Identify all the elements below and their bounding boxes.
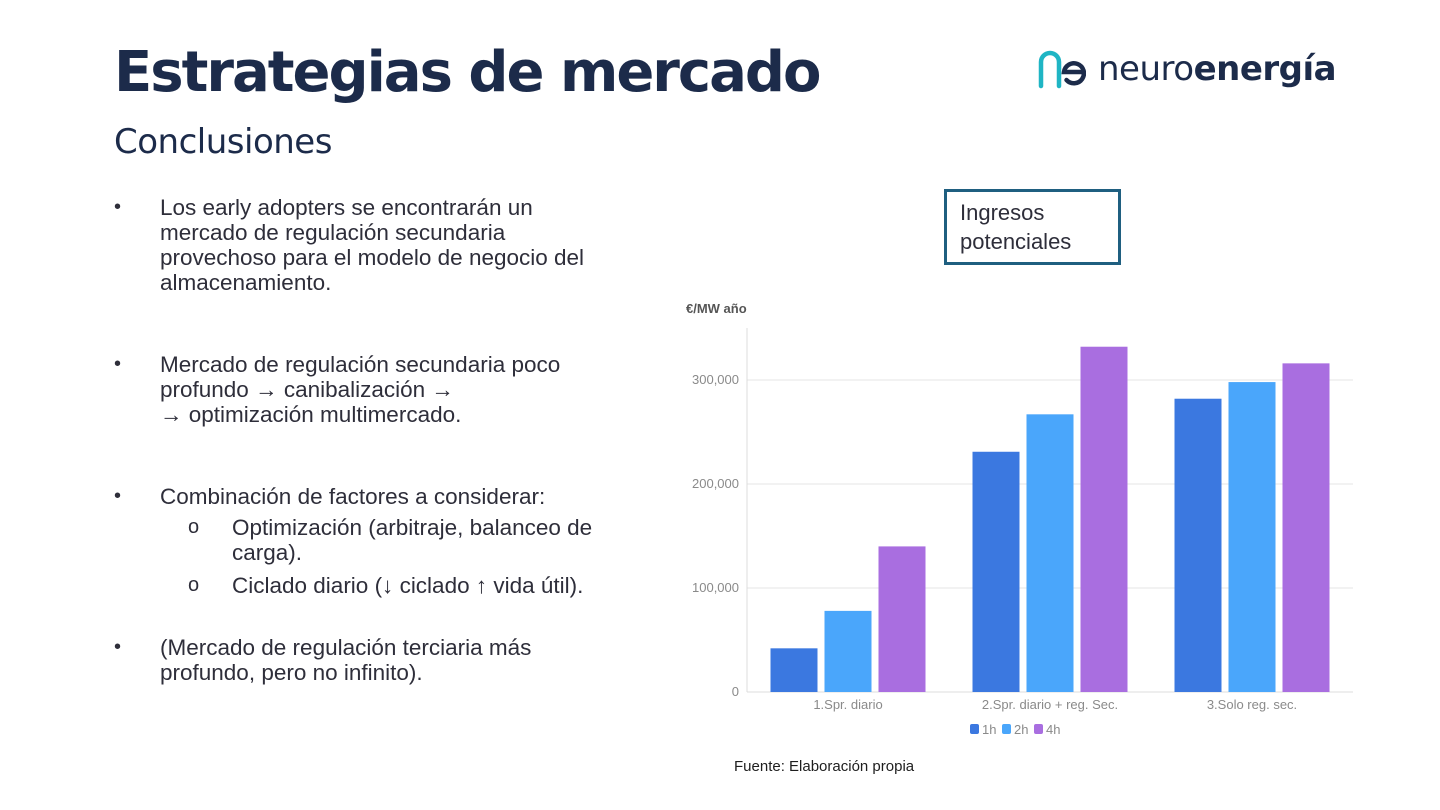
y-tick-label: 100,000 xyxy=(692,580,739,595)
bullet-line: profundo → canibalización → xyxy=(160,377,454,402)
bar-1h-2 xyxy=(972,451,1020,692)
conclusions-list: Los early adopters se encontrarán un mer… xyxy=(114,195,624,685)
bullet-line: → optimización multimercado. xyxy=(160,402,462,427)
bullet-text: Combinación de factores a considerar: xyxy=(160,484,546,509)
callout-box: Ingresos potenciales xyxy=(944,189,1121,265)
bar-4h-3 xyxy=(1282,363,1330,692)
sub-bullet-item: Optimización (arbitraje, balanceo de car… xyxy=(160,515,624,565)
logo-mark-icon xyxy=(1038,50,1086,89)
bar-1h-1 xyxy=(770,648,818,692)
bar-2h-1 xyxy=(824,610,872,692)
bar-1h-3 xyxy=(1174,398,1222,692)
bullet-item: Los early adopters se encontrarán un mer… xyxy=(114,195,624,295)
x-tick-label: 1.Spr. diario xyxy=(813,697,882,712)
bullet-item: Mercado de regulación secundaria poco pr… xyxy=(114,352,624,427)
callout-line: Ingresos xyxy=(960,200,1045,225)
bar-2h-2 xyxy=(1026,414,1074,692)
x-tick-label: 2.Spr. diario + reg. Sec. xyxy=(982,697,1118,712)
y-tick-label: 300,000 xyxy=(692,372,739,387)
source-note: Fuente: Elaboración propia xyxy=(734,758,915,775)
callout-line: potenciales xyxy=(960,229,1072,254)
legend-label-2h: 2h xyxy=(1014,722,1028,737)
bullet-text: (Mercado de regulación terciaria más pro… xyxy=(160,635,532,685)
logo-text-light: neuro xyxy=(1098,49,1194,89)
legend-swatch-4h xyxy=(1034,724,1043,734)
bullet-item: Combinación de factores a considerar: Op… xyxy=(114,484,624,598)
logo-wordmark: neuroenergía xyxy=(1098,49,1337,89)
legend-swatch-2h xyxy=(1002,724,1011,734)
x-tick-label: 3.Solo reg. sec. xyxy=(1207,697,1297,712)
legend-label-4h: 4h xyxy=(1046,722,1060,737)
bullet-line: Mercado de regulación secundaria poco xyxy=(160,352,561,377)
logo-text-bold: energía xyxy=(1193,49,1337,89)
revenue-bar-chart: €/MW año 0 100,000 200,000 300,000 1.Spr. dia… xyxy=(686,301,1353,737)
legend-swatch-1h xyxy=(970,724,979,734)
y-unit-label: €/MW año xyxy=(686,301,747,316)
sub-bullet-item: Ciclado diario (↓ ciclado ↑ vida útil). xyxy=(160,573,624,598)
legend-label-1h: 1h xyxy=(982,722,996,737)
bullet-text: Los early adopters se encontrarán un mer… xyxy=(160,195,585,295)
slide-subtitle: Conclusiones xyxy=(114,122,332,162)
bar-4h-1 xyxy=(878,546,926,692)
company-logo: neuroenergía xyxy=(1036,44,1366,94)
y-tick-label: 0 xyxy=(732,684,739,699)
bullet-item: (Mercado de regulación terciaria más pro… xyxy=(114,635,624,685)
sub-list: Optimización (arbitraje, balanceo de car… xyxy=(160,515,624,598)
bar-2h-3 xyxy=(1228,382,1276,692)
slide-title: Estrategias de mercado xyxy=(114,40,821,105)
y-tick-label: 200,000 xyxy=(692,476,739,491)
bar-4h-2 xyxy=(1080,346,1128,692)
